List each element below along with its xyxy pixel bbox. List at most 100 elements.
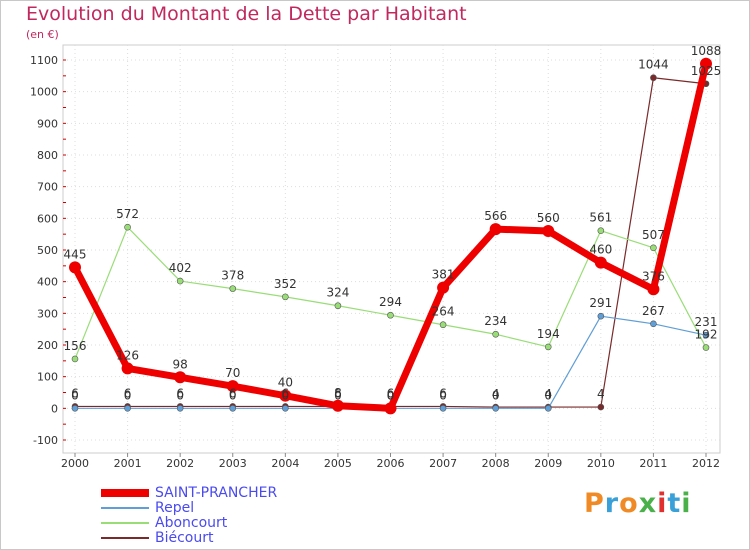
y-tick-label: 100 — [37, 371, 58, 384]
y-tick-label: 400 — [37, 276, 58, 289]
y-tick-label: -100 — [33, 434, 58, 447]
data-label: 70 — [225, 366, 240, 380]
data-label: 566 — [484, 209, 507, 223]
data-point — [437, 281, 450, 294]
data-label: 6 — [124, 386, 132, 400]
data-point — [71, 355, 79, 363]
x-tick-label: 2003 — [219, 457, 247, 470]
x-tick-label: 2011 — [639, 457, 667, 470]
data-point — [124, 405, 131, 412]
data-label: 376 — [642, 269, 665, 283]
y-tick-label: 700 — [37, 181, 58, 194]
logo-letter: i — [657, 488, 668, 519]
data-label: 4 — [544, 387, 552, 401]
data-label: 0 — [387, 388, 395, 402]
legend-label: Biécourt — [155, 530, 214, 546]
data-point — [702, 331, 710, 339]
chart-unit-label: (en €) — [26, 28, 59, 41]
data-point — [542, 225, 555, 237]
data-point — [700, 57, 712, 70]
legend-item: Biécourt — [101, 531, 214, 545]
data-label: 561 — [589, 211, 612, 225]
data-point — [492, 330, 499, 338]
logo-letter: t — [667, 488, 682, 519]
x-tick-label: 2008 — [482, 457, 510, 470]
y-tick-label: 1000 — [30, 86, 58, 99]
data-label: 0 — [492, 388, 500, 402]
data-label: 0 — [439, 388, 447, 402]
data-label: 560 — [537, 211, 560, 225]
data-label: 264 — [432, 305, 455, 319]
data-point — [176, 405, 184, 412]
data-point — [124, 223, 131, 231]
data-label: 445 — [64, 247, 87, 261]
x-tick-label: 2009 — [534, 457, 562, 470]
data-label: 0 — [282, 388, 290, 402]
data-label: 234 — [484, 314, 507, 328]
y-tick-label: 500 — [37, 244, 58, 257]
data-point — [226, 380, 239, 393]
y-tick-label: 1100 — [30, 54, 58, 67]
data-point — [229, 405, 237, 412]
data-label: 6 — [334, 386, 342, 400]
data-label: 6 — [71, 386, 79, 400]
data-point — [489, 223, 502, 236]
data-label: 6 — [439, 386, 447, 400]
data-label: 40 — [278, 376, 293, 390]
data-point — [439, 321, 447, 329]
data-label: 378 — [221, 269, 244, 283]
legend-label: Repel — [155, 500, 195, 516]
data-point — [594, 256, 607, 269]
legend-item: Repel — [101, 501, 194, 515]
logo-letter: i — [681, 488, 692, 519]
data-point — [176, 277, 184, 285]
data-point — [439, 405, 447, 412]
data-point — [387, 311, 394, 319]
data-point — [650, 244, 657, 252]
y-tick-label: 300 — [37, 307, 58, 320]
data-point — [544, 343, 552, 351]
data-point — [174, 371, 187, 384]
data-point — [331, 399, 344, 412]
data-label: 0 — [387, 388, 395, 402]
data-label: 4 — [597, 387, 605, 401]
y-tick-label: 0 — [51, 402, 58, 415]
data-label: 4 — [492, 387, 500, 401]
logo-letter: o — [619, 488, 639, 519]
data-point — [650, 74, 657, 82]
data-point — [544, 405, 552, 412]
data-point — [334, 302, 342, 310]
data-label: 267 — [642, 304, 665, 318]
legend-label: SAINT-PRANCHER — [155, 485, 278, 501]
legend-item: Aboncourt — [101, 516, 227, 530]
data-point — [384, 402, 397, 415]
data-point — [650, 320, 657, 328]
data-point — [597, 403, 605, 411]
data-label: 6 — [282, 386, 290, 400]
data-label: 0 — [71, 388, 79, 402]
data-point — [702, 344, 710, 351]
data-label: 0 — [229, 388, 237, 402]
data-label: 156 — [64, 339, 87, 353]
y-tick-label: 900 — [37, 117, 58, 130]
x-tick-label: 2005 — [324, 457, 352, 470]
data-label: 0 — [334, 388, 342, 402]
data-point — [121, 362, 134, 375]
data-label: 294 — [379, 295, 402, 309]
plot-area — [62, 44, 721, 454]
chart-title: Evolution du Montant de la Dette par Hab… — [26, 3, 467, 25]
data-label: 460 — [589, 243, 612, 257]
logo-letter: r — [604, 488, 620, 519]
data-label: 0 — [176, 388, 184, 402]
logo-letter: x — [638, 488, 658, 519]
legend-item: SAINT-PRANCHER — [101, 486, 277, 500]
data-point — [492, 405, 499, 412]
data-label: 1088 — [691, 44, 722, 58]
data-label: 381 — [432, 268, 455, 282]
data-label: 291 — [589, 296, 612, 310]
data-label: 572 — [116, 207, 139, 221]
data-label: 8 — [334, 386, 342, 400]
data-point — [229, 285, 237, 292]
data-label: 231 — [695, 315, 718, 329]
